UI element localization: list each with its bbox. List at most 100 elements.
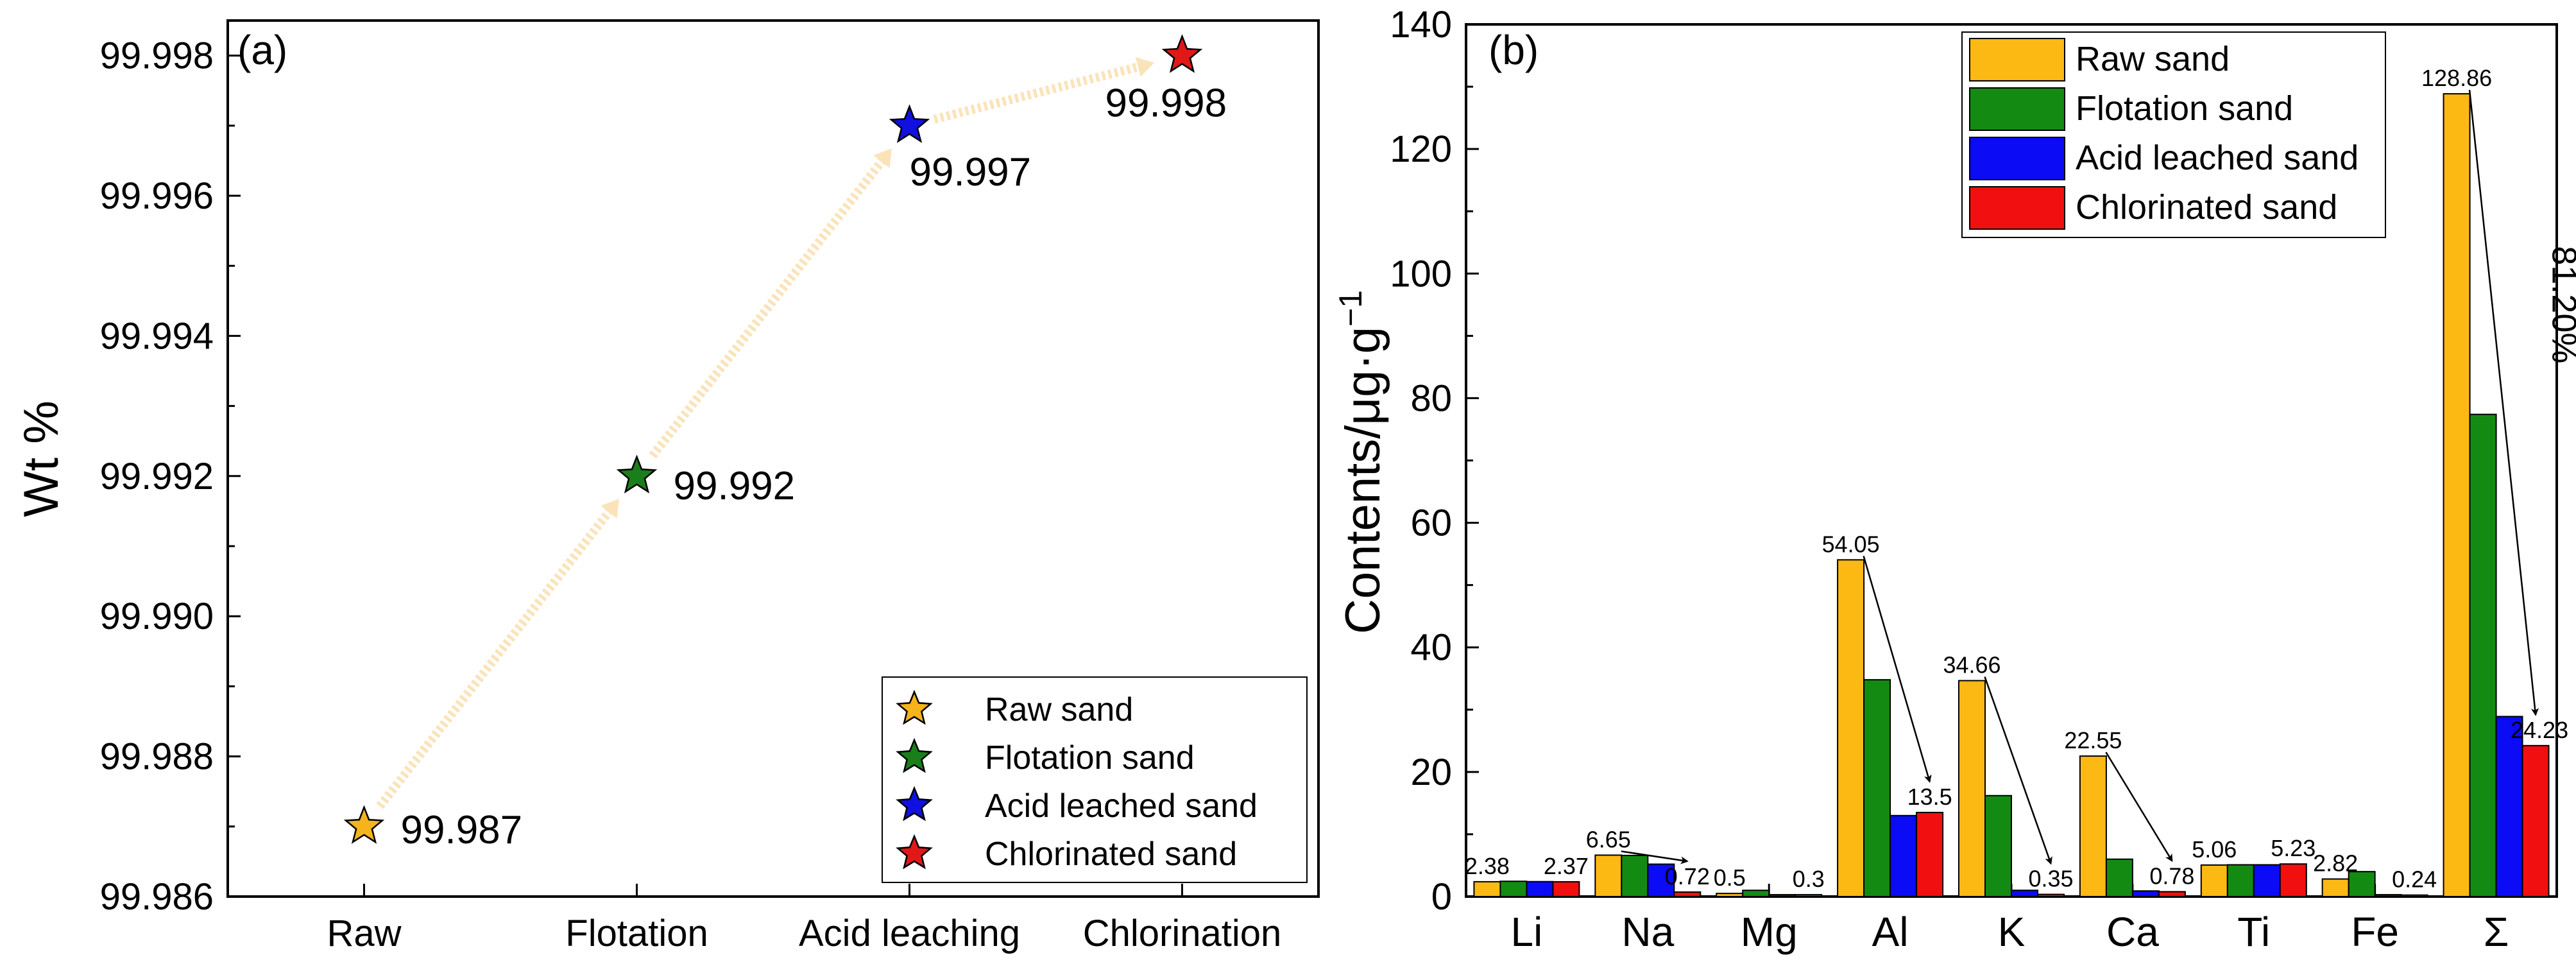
legend-label: Flotation sand xyxy=(2076,89,2293,128)
data-point-star xyxy=(343,805,385,844)
y-tick-label: 100 xyxy=(1390,253,1452,295)
bar xyxy=(1863,679,1891,897)
data-label: 2.38 xyxy=(1465,853,1510,879)
bar xyxy=(2321,878,2350,897)
bar xyxy=(1768,894,1796,898)
panel-a: (a) Wt % 99.98699.98899.99099.99299.9949… xyxy=(14,19,1320,954)
data-label: 5.06 xyxy=(2192,836,2237,863)
x-tick-label: Fe xyxy=(2351,909,2399,955)
panel-a-points: 99.987 99.992 99.997 99.998 xyxy=(343,34,1227,852)
panel-a-plot-frame xyxy=(226,19,1320,898)
panel-a-x-ticks: Raw Flotation Acid leaching Chlorination xyxy=(327,884,1281,954)
panel-a-y-ticks: 99.986 99.988 99.990 99.992 99.994 99.996 99.9… xyxy=(100,35,241,918)
x-tick-label: Ca xyxy=(2106,909,2159,955)
data-label: 13.5 xyxy=(1907,784,1952,810)
y-tick-label: 99.998 xyxy=(100,35,214,77)
panel-b-y-axis-title-main: Contents/μg·g xyxy=(1336,327,1390,634)
legend-label: Acid leached sand xyxy=(985,787,1258,825)
x-tick-label: Na xyxy=(1621,909,1674,955)
legend-swatch xyxy=(1969,38,2065,82)
x-tick-label: Mg xyxy=(1741,909,1798,955)
data-label: 128.86 xyxy=(2421,65,2492,91)
bar xyxy=(2253,864,2281,897)
data-label: 24.23 xyxy=(2511,717,2568,743)
bar xyxy=(2521,744,2550,897)
bar xyxy=(1837,559,1865,897)
bar xyxy=(2279,863,2307,898)
legend-label: Chlorinated sand xyxy=(2076,188,2337,227)
data-label: 0.3 xyxy=(1793,866,1825,892)
x-tick-label: Chlorination xyxy=(1083,913,1282,954)
bar xyxy=(1673,891,1702,898)
data-label: 22.55 xyxy=(2064,727,2122,753)
data-label: 0.78 xyxy=(2149,863,2194,889)
panel-b-bars xyxy=(1473,93,2550,898)
legend-star-marker xyxy=(896,834,933,870)
reduction-arrow xyxy=(1863,555,1932,783)
y-tick-label: 99.994 xyxy=(100,315,214,357)
trend-arrow-shaft xyxy=(933,62,1139,124)
bar xyxy=(1916,811,1944,898)
bar xyxy=(2469,413,2497,897)
reduction-arrow xyxy=(2468,90,2539,716)
bar xyxy=(2037,893,2065,898)
bar xyxy=(2443,93,2471,897)
x-tick-label: Acid leaching xyxy=(799,913,1020,954)
bar xyxy=(1621,854,1649,898)
panel-b-legend: Raw sand Flotation sand Acid leached sand C… xyxy=(1961,31,2386,238)
y-tick-label: 80 xyxy=(1410,377,1452,419)
legend-label: Flotation sand xyxy=(985,739,1195,777)
trend-arrow-shaft xyxy=(649,159,885,459)
reduction-arrow xyxy=(2105,752,2173,863)
data-label: 0.72 xyxy=(1665,863,1710,889)
reduction-percent-label: 81.20% xyxy=(2545,246,2576,363)
x-tick-label: Raw xyxy=(327,913,402,954)
y-tick-label: 40 xyxy=(1410,627,1452,669)
data-label: 5.23 xyxy=(2271,835,2316,861)
bar xyxy=(1473,881,1501,897)
bar xyxy=(1716,893,1744,898)
data-label: 0.5 xyxy=(1714,864,1746,891)
bar xyxy=(2400,894,2428,898)
data-label: 34.66 xyxy=(1943,652,2000,678)
panel-b: (b) Contents/μg·g−1 0 20 40 60 80 100 120 140 L… xyxy=(1333,4,2576,955)
legend-swatch xyxy=(1969,87,2065,131)
bar xyxy=(2348,871,2376,897)
data-label: 54.05 xyxy=(1822,531,1880,557)
legend-label: Raw sand xyxy=(985,691,1133,728)
bar xyxy=(1795,894,1823,898)
legend-swatch xyxy=(1969,137,2065,180)
panel-b-y-axis-title: Contents/μg·g−1 xyxy=(1333,290,1390,634)
y-tick-label: 99.988 xyxy=(100,736,214,778)
bar xyxy=(2200,864,2228,897)
bar xyxy=(1984,795,2012,897)
legend-swatch xyxy=(1969,186,2065,230)
y-tick-label: 99.992 xyxy=(100,456,214,497)
panel-a-label: (a) xyxy=(237,27,287,73)
bar xyxy=(1742,889,1770,897)
data-point-label: 99.998 xyxy=(1105,82,1227,126)
data-label: 2.37 xyxy=(1544,853,1589,879)
panel-b-y-ticks: 0 20 40 60 80 100 120 140 xyxy=(1390,4,1479,918)
trend-arrow-head xyxy=(1135,56,1154,77)
bar xyxy=(2105,858,2133,898)
y-tick-label: 99.996 xyxy=(100,175,214,217)
data-point-label: 99.987 xyxy=(401,808,523,852)
legend-star-marker xyxy=(896,786,933,821)
data-point-label: 99.997 xyxy=(910,150,1032,194)
x-tick-label: Al xyxy=(1872,909,1909,955)
y-tick-label: 140 xyxy=(1390,4,1452,46)
bar xyxy=(1552,881,1580,897)
bar xyxy=(2495,716,2523,898)
bar xyxy=(1594,854,1623,898)
panel-a-legend-box xyxy=(882,676,1308,883)
legend-star-marker xyxy=(896,689,933,725)
bar xyxy=(2011,889,2038,897)
bar xyxy=(2226,864,2255,897)
legend-label: Raw sand xyxy=(2076,40,2230,78)
data-point-label: 99.992 xyxy=(674,464,796,508)
data-label: 2.82 xyxy=(2313,850,2358,877)
bar xyxy=(1889,814,1918,897)
x-tick-label: Ti xyxy=(2237,909,2270,955)
data-point-star xyxy=(1161,34,1203,73)
